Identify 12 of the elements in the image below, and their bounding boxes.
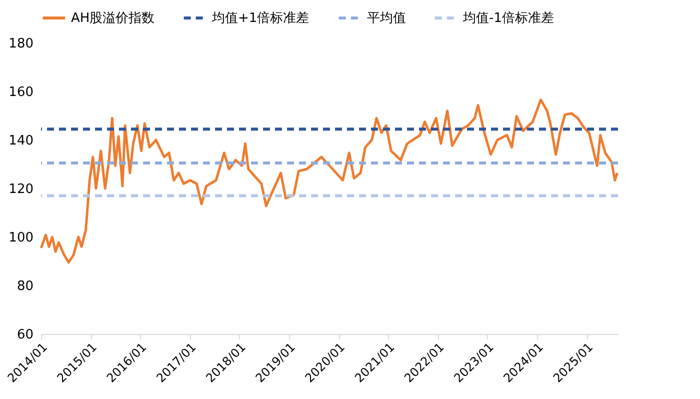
legend-label: 平均值 <box>367 11 406 26</box>
y-tick-label: 100 <box>8 230 34 246</box>
y-tick-label: 140 <box>8 134 34 148</box>
y-tick-label: 160 <box>8 85 34 100</box>
y-tick-label: 80 <box>16 279 34 294</box>
legend-label: 均值-1倍标准差 <box>462 11 554 26</box>
legend-label: AH股溢价指数 <box>71 11 155 26</box>
y-tick-label: 60 <box>16 328 34 342</box>
legend-label: 均值+1倍标准差 <box>211 11 310 26</box>
line-series <box>40 98 618 264</box>
y-tick-label: 180 <box>8 36 34 52</box>
y-tick-label: 120 <box>8 182 34 197</box>
